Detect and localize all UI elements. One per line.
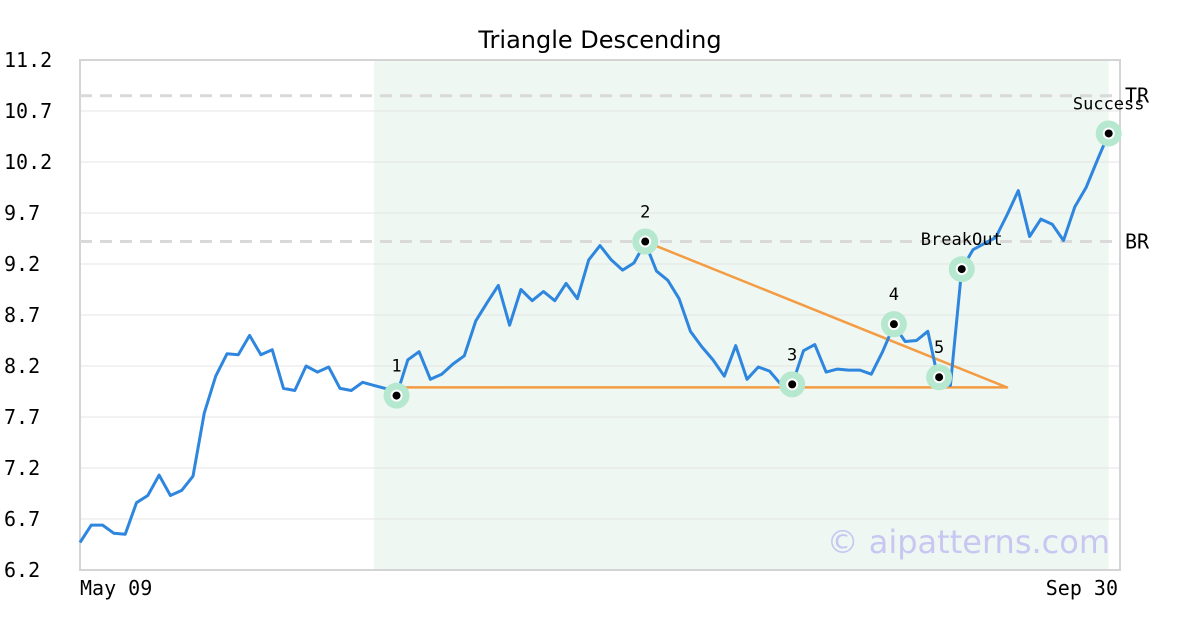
level-label: BR: [1125, 230, 1150, 254]
level-label: TR: [1125, 84, 1150, 108]
y-tick-label: 8.7: [4, 303, 40, 327]
pattern-point: [788, 380, 797, 389]
pattern-point-label: 3: [787, 345, 797, 365]
plot-frame: [79, 59, 1121, 571]
y-tick-label: 7.7: [4, 405, 40, 429]
pattern-point: [889, 320, 898, 329]
pattern-point: [1104, 129, 1113, 138]
pattern-point: [957, 265, 966, 274]
pattern-point-label: BreakOut: [921, 230, 1003, 250]
y-tick-label: 6.7: [4, 507, 40, 531]
y-tick-label: 11.2: [4, 48, 52, 72]
chart-title: Triangle Descending: [477, 26, 721, 54]
pattern-point-label: 4: [889, 285, 899, 305]
x-tick-label: Sep 30: [1046, 576, 1118, 600]
pattern-point-label: Success: [1073, 94, 1145, 114]
axis-labels: May 09 Sep 30 11.2 10.7 10.2 9.7 9.2 8.7 8.2 7.…: [4, 48, 1150, 600]
y-tick-label: 8.2: [4, 354, 40, 378]
pattern-point: [641, 237, 650, 246]
pattern-point: [392, 391, 401, 400]
y-tick-label: 7.2: [4, 456, 40, 480]
pattern-point-label: 5: [934, 338, 944, 358]
pattern-point-label: 2: [640, 203, 650, 223]
triangle-line: [643, 240, 1009, 389]
y-tick-label: 10.7: [4, 99, 52, 123]
pattern-point: [935, 373, 944, 382]
y-tick-label: 6.2: [4, 558, 40, 582]
y-tick-label: 9.2: [4, 252, 40, 276]
y-tick-label: 9.7: [4, 201, 40, 225]
x-tick-label: May 09: [80, 576, 152, 600]
pattern-point-label: 1: [391, 357, 401, 377]
watermark: © aipatterns.com: [827, 523, 1110, 561]
y-tick-label: 10.2: [4, 150, 52, 174]
plot-area: [78, 59, 1122, 571]
